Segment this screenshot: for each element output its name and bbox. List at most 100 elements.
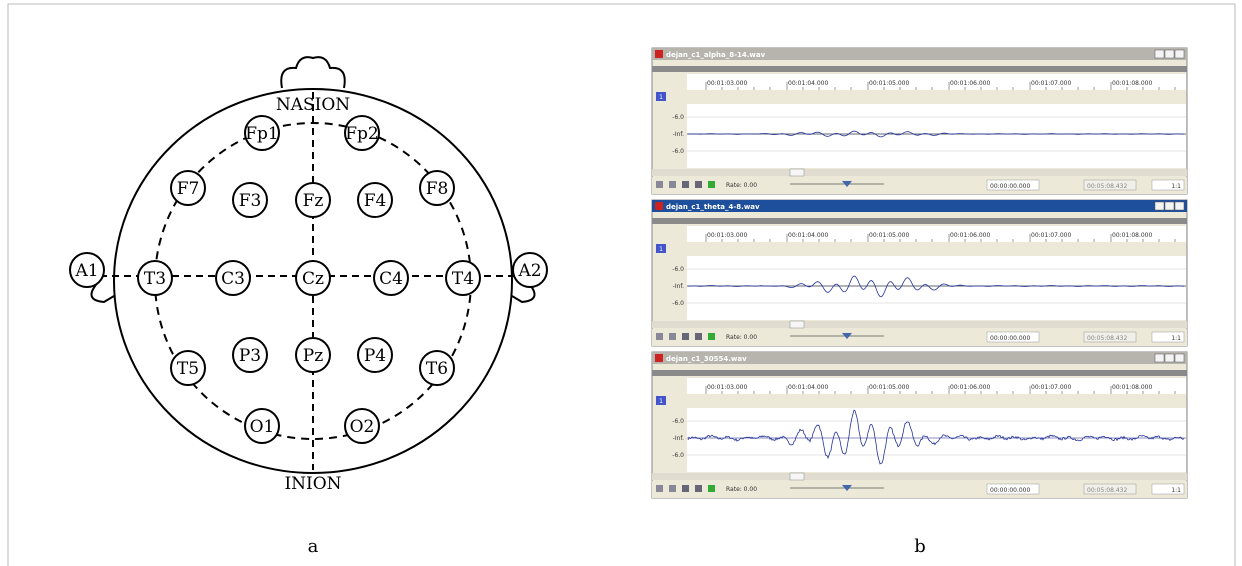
- ruler-label: 00:01:03.000: [707, 80, 747, 87]
- level-label: -Inf.: [673, 131, 684, 138]
- window-button[interactable]: [1175, 50, 1184, 58]
- electrode-label: Fp2: [345, 124, 379, 144]
- scroll-thumb[interactable]: [790, 169, 804, 176]
- ruler-label: 00:01:03.000: [707, 232, 747, 239]
- transport-button[interactable]: [682, 333, 689, 340]
- ruler-label: 00:01:03.000: [707, 384, 747, 391]
- window-button[interactable]: [1155, 202, 1164, 210]
- electrode-label: F3: [239, 191, 262, 211]
- window-button[interactable]: [1165, 202, 1174, 210]
- length-value: 00:05:08.432: [1087, 183, 1127, 190]
- electrodes: Fp1Fp2F7F3FzF4F8A1T3C3CzC4T4A2T5P3PzP4T6…: [70, 116, 547, 443]
- transport-button[interactable]: [695, 181, 702, 188]
- ruler-label: 00:01:07.000: [1031, 80, 1071, 87]
- transport-button[interactable]: [656, 181, 663, 188]
- rate-label: Rate: 0.00: [726, 182, 757, 189]
- electrode-label: T5: [177, 359, 199, 379]
- window-icon: [655, 202, 663, 210]
- electrode-label: C3: [221, 269, 245, 289]
- rate-label: Rate: 0.00: [726, 334, 757, 341]
- window-title: dejan_c1_30554.wav: [666, 355, 747, 363]
- level-label: -6.0: [672, 114, 684, 121]
- electrode-label: O2: [350, 417, 375, 437]
- zoom-value: 1:1: [1171, 487, 1181, 494]
- window-button[interactable]: [1165, 50, 1174, 58]
- scrollbar: [652, 169, 1187, 176]
- transport-button[interactable]: [656, 485, 663, 492]
- ruler-label: 00:01:08.000: [1112, 232, 1152, 239]
- electrode-label: A2: [517, 261, 541, 281]
- transport-button[interactable]: [669, 333, 676, 340]
- position-value: 00:00:00.000: [990, 335, 1030, 342]
- electrode-label: O1: [250, 417, 275, 437]
- transport-button[interactable]: [682, 485, 689, 492]
- zoom-value: 1:1: [1171, 335, 1181, 342]
- window-icon: [655, 354, 663, 362]
- transport-button[interactable]: [708, 181, 715, 188]
- zoom-value: 1:1: [1171, 183, 1181, 190]
- window-button[interactable]: [1175, 202, 1184, 210]
- ruler-label: 00:01:07.000: [1031, 384, 1071, 391]
- electrode-label: Cz: [302, 269, 324, 289]
- ruler-label: 00:01:05.000: [869, 232, 909, 239]
- transport-button[interactable]: [669, 181, 676, 188]
- scroll-thumb[interactable]: [790, 473, 804, 480]
- transport-button[interactable]: [656, 333, 663, 340]
- electrode-label: F7: [177, 179, 200, 199]
- ruler-label: 00:01:08.000: [1112, 384, 1152, 391]
- caption: b: [914, 536, 926, 557]
- electrode-label: F4: [364, 191, 387, 211]
- transport-button[interactable]: [669, 485, 676, 492]
- transport-button[interactable]: [708, 333, 715, 340]
- level-label: -6.0: [672, 300, 684, 307]
- audio-window: dejan_c1_alpha_8-14.wav 1 00:01:03.000 00:0…: [652, 48, 1187, 194]
- position-value: 00:00:00.000: [990, 487, 1030, 494]
- track-number-label: 1: [659, 94, 663, 101]
- level-label: -6.0: [672, 266, 684, 273]
- position-value: 00:00:00.000: [990, 183, 1030, 190]
- track-area: [687, 408, 1186, 472]
- transport-button[interactable]: [695, 485, 702, 492]
- electrode-label: C4: [379, 269, 403, 289]
- level-label: -6.0: [672, 418, 684, 425]
- overview-bar: [652, 218, 1187, 224]
- rate-label: Rate: 0.00: [726, 486, 757, 493]
- ruler-label: 00:01:07.000: [1031, 232, 1071, 239]
- ruler-label: 00:01:04.000: [788, 384, 828, 391]
- inion-label: INION: [284, 474, 341, 494]
- scrollbar: [652, 321, 1187, 328]
- electrode-label: Pz: [303, 346, 323, 366]
- audio-window: dejan_c1_30554.wav 1 00:01:03.000 00:01:04.…: [652, 352, 1187, 498]
- electrode-label: T3: [144, 269, 166, 289]
- transport-button[interactable]: [708, 485, 715, 492]
- window-button[interactable]: [1165, 354, 1174, 362]
- ruler-label: 00:01:05.000: [869, 80, 909, 87]
- ruler-label: 00:01:06.000: [950, 232, 990, 239]
- window-button[interactable]: [1155, 50, 1164, 58]
- window-button[interactable]: [1155, 354, 1164, 362]
- scroll-thumb[interactable]: [790, 321, 804, 328]
- ruler-label: 00:01:06.000: [950, 80, 990, 87]
- track-number-label: 1: [659, 398, 663, 405]
- overview-bar: [652, 370, 1187, 376]
- window-button[interactable]: [1175, 354, 1184, 362]
- caption: a: [308, 536, 319, 557]
- level-label: -6.0: [672, 148, 684, 155]
- transport-button[interactable]: [695, 333, 702, 340]
- electrode-label: T6: [426, 359, 448, 379]
- length-value: 00:05:08.432: [1087, 335, 1127, 342]
- electrode-label: P3: [239, 346, 261, 366]
- track-number-label: 1: [659, 246, 663, 253]
- electrode-label: Fz: [303, 191, 324, 211]
- ruler-label: 00:01:06.000: [950, 384, 990, 391]
- electrode-label: T4: [452, 269, 474, 289]
- electrode-label: A1: [74, 261, 98, 281]
- ruler-label: 00:01:05.000: [869, 384, 909, 391]
- window-title: dejan_c1_alpha_8-14.wav: [666, 51, 766, 59]
- ruler-label: 00:01:04.000: [788, 80, 828, 87]
- length-value: 00:05:08.432: [1087, 487, 1127, 494]
- transport-button[interactable]: [682, 181, 689, 188]
- level-label: -Inf.: [673, 283, 684, 290]
- figure: NASION INION a b Fp1Fp2F7F3FzF4F8A1T3C3C…: [0, 0, 1242, 566]
- track-area: [687, 256, 1186, 320]
